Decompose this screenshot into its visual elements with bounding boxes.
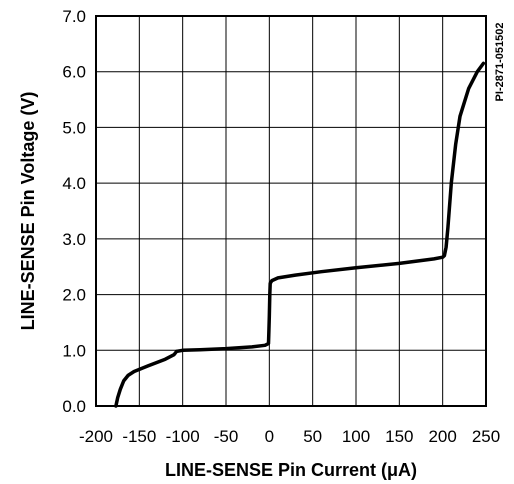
y-tick-label: 1.0: [62, 341, 86, 360]
grid: [95, 15, 487, 407]
series-group: [114, 61, 486, 408]
y-ticks: 0.0 1.0 2.0 3.0 4.0 5.0 6.0 7.0: [62, 7, 86, 416]
y-tick-label: 6.0: [62, 63, 86, 82]
x-tick-label: -200: [79, 427, 113, 446]
y-tick-label: 3.0: [62, 230, 86, 249]
part-number-annotation: PI-2871-051502: [494, 23, 506, 102]
y-tick-label: 5.0: [62, 118, 86, 137]
x-tick-label: 0: [265, 427, 274, 446]
x-tick-label: 100: [342, 427, 370, 446]
x-tick-label: -50: [214, 427, 239, 446]
x-tick-label: -100: [166, 427, 200, 446]
x-tick-label: 150: [385, 427, 413, 446]
x-tick-label: 200: [428, 427, 456, 446]
x-axis-label: LINE-SENSE Pin Current (μA): [165, 460, 417, 480]
y-tick-label: 4.0: [62, 174, 86, 193]
y-tick-label: 0.0: [62, 397, 86, 416]
x-tick-label: -150: [122, 427, 156, 446]
y-tick-label: 7.0: [62, 7, 86, 26]
y-axis-label: LINE-SENSE Pin Voltage (V): [18, 92, 38, 331]
x-tick-label: 250: [472, 427, 500, 446]
series-line-0: [114, 61, 486, 408]
x-tick-label: 50: [303, 427, 322, 446]
plot-frame: [95, 15, 487, 407]
y-tick-label: 2.0: [62, 286, 86, 305]
x-ticks: -200 -150 -100 -50 0 50 100 150 200 250: [79, 427, 500, 446]
